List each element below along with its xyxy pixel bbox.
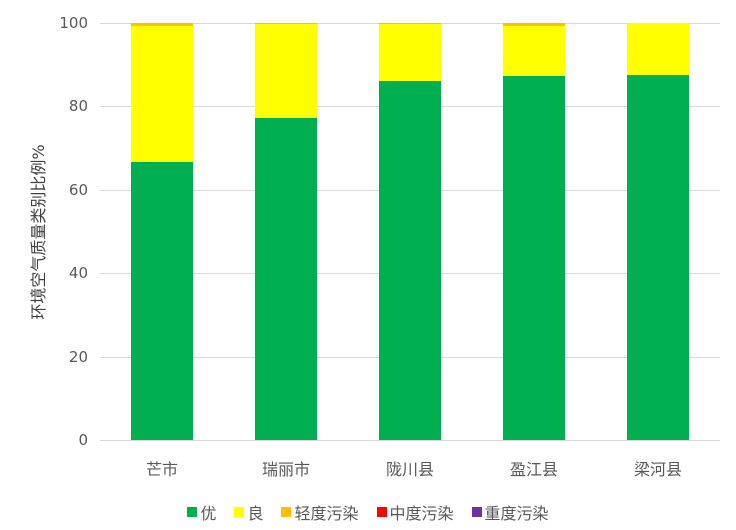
bar-3 (503, 23, 565, 440)
bar-4 (627, 23, 689, 440)
gridline (100, 440, 720, 441)
legend-swatch-icon (187, 507, 198, 517)
legend-label: 良 (247, 504, 264, 523)
legend-swatch-icon (281, 507, 292, 517)
bar-segment (379, 23, 441, 24)
bar-1 (255, 23, 317, 440)
bar-segment (131, 26, 193, 162)
y-tick-label: 60 (68, 180, 88, 199)
bar-segment (627, 23, 689, 76)
bar-2 (379, 23, 441, 440)
bar-0 (131, 23, 193, 440)
legend-item: 轻度污染 (281, 500, 359, 524)
legend-swatch-icon (471, 507, 482, 517)
legend-item: 优 (187, 500, 216, 524)
bar-segment (255, 117, 317, 440)
bar-segment (503, 25, 565, 76)
y-tick-label: 0 (78, 431, 88, 449)
bar-segment (379, 80, 441, 440)
bar-segment (131, 23, 193, 27)
y-tick-label: 100 (59, 14, 88, 32)
legend-label: 重度污染 (484, 504, 549, 523)
x-tick-label: 陇川县 (385, 460, 434, 479)
y-tick-label: 80 (68, 97, 88, 116)
y-tick-label: 20 (68, 347, 88, 366)
y-tick-label: 40 (68, 264, 88, 283)
legend-swatch-icon (234, 507, 245, 517)
legend: 优 良 轻度污染 中度污染 重度污染 (0, 500, 736, 524)
bar-segment (255, 23, 317, 25)
bar-segment (255, 24, 317, 118)
bar-segment (503, 23, 565, 26)
legend-item: 中度污染 (376, 500, 454, 524)
legend-label: 优 (200, 504, 217, 523)
bar-segment (379, 23, 441, 81)
x-tick-label: 芒市 (145, 460, 178, 479)
legend-swatch-icon (376, 507, 387, 517)
legend-item: 重度污染 (471, 500, 549, 524)
y-axis-label: 环境空气质量类别比例% (29, 144, 48, 320)
x-tick-label: 梁河县 (633, 460, 682, 479)
legend-label: 轻度污染 (294, 504, 359, 523)
legend-item: 良 (234, 500, 263, 524)
legend-label: 中度污染 (389, 504, 454, 523)
bar-segment (627, 75, 689, 440)
bar-segment (131, 161, 193, 440)
x-tick-label: 瑞丽市 (261, 460, 310, 479)
x-tick-label: 盈江县 (509, 460, 558, 479)
bar-segment (503, 75, 565, 440)
